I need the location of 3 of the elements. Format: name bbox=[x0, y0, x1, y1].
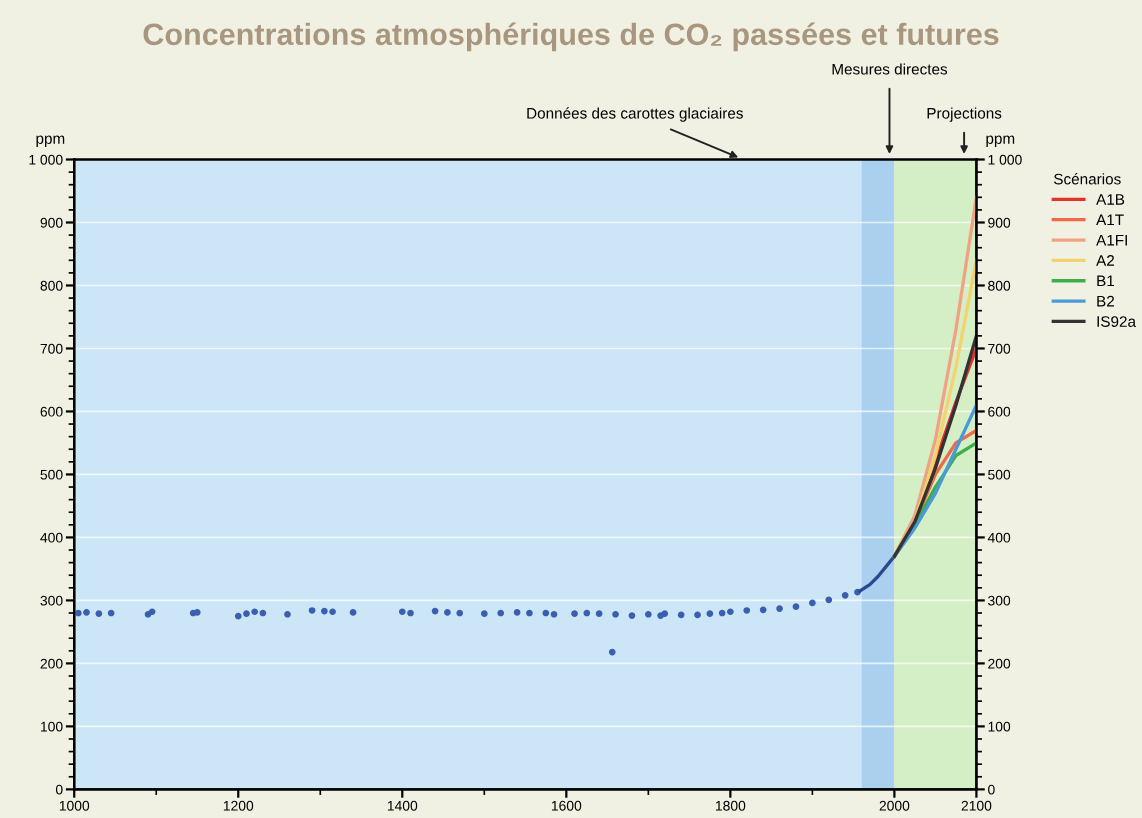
chart-title: Concentrations atmosphériques de CO₂ passées et futures bbox=[143, 22, 999, 52]
line-series bbox=[892, 195, 977, 558]
line-series bbox=[892, 403, 977, 558]
